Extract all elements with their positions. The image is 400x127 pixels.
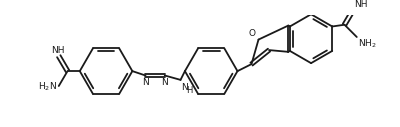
Text: N: N [142, 78, 149, 87]
Text: N: N [161, 78, 168, 87]
Text: N: N [182, 83, 188, 92]
Text: NH: NH [51, 46, 65, 55]
Text: H: H [186, 86, 192, 95]
Text: NH: NH [354, 0, 368, 9]
Text: O: O [249, 29, 256, 38]
Text: NH$_2$: NH$_2$ [358, 38, 376, 50]
Text: H$_2$N: H$_2$N [38, 81, 57, 93]
